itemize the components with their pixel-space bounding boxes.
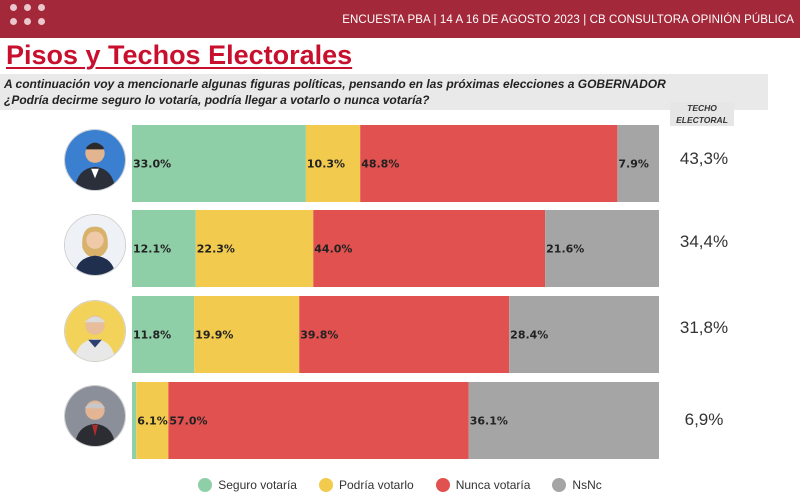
chart-legend: Seguro votaría Podría votarlo Nunca vota…: [0, 474, 800, 496]
legend-label: Podría votarlo: [338, 478, 414, 492]
question-line-1: A continuación voy a mencionarle algunas…: [4, 77, 666, 91]
bar-segment-nunca: [299, 296, 510, 373]
bar-segment-seguro: [132, 382, 137, 459]
techo-value: 34,4%: [679, 232, 729, 251]
legend-swatch-icon: [318, 478, 333, 492]
data-label: 33.0%: [133, 158, 171, 171]
data-label: 6.1%: [137, 415, 168, 428]
page-title: Pisos y Techos Electorales: [6, 40, 353, 70]
legend-label: Seguro votaría: [218, 478, 297, 492]
bar-segment-seguro: [132, 296, 195, 373]
data-label: 28.4%: [510, 329, 548, 342]
data-label: 22.3%: [197, 243, 235, 256]
techo-header-line-2: ELECTORAL: [676, 115, 728, 125]
survey-header-text: ENCUESTA PBA | 14 A 16 DE AGOSTO 2023 | …: [342, 14, 794, 26]
data-label: 44.0%: [314, 243, 352, 256]
person-photo-icon: [64, 300, 126, 362]
bar-segment-nunca: [168, 382, 469, 459]
data-label: 36.1%: [470, 415, 508, 428]
header-bar: ENCUESTA PBA | 14 A 16 DE AGOSTO 2023 | …: [0, 0, 800, 38]
techo-value: 43,3%: [679, 149, 729, 168]
bar-segment-podria: [194, 296, 300, 373]
legend-item-nsnc: NsNc: [552, 478, 602, 492]
bar-segment-seguro: [132, 210, 196, 287]
legend-label: NsNc: [572, 478, 602, 492]
data-label: 12.1%: [133, 243, 171, 256]
question-text: A continuación voy a mencionarle algunas…: [4, 76, 764, 108]
legend-item-podria: Podría votarlo: [318, 478, 414, 492]
bar-segment-nsnc: [545, 210, 659, 287]
legend-swatch-icon: [552, 478, 567, 492]
legend-item-seguro: Seguro votaría: [198, 478, 297, 492]
techo-electoral-header: TECHO ELECTORAL: [670, 102, 734, 126]
data-label: 57.0%: [169, 415, 207, 428]
techo-header-line-1: TECHO: [687, 103, 717, 113]
bar-segment-nsnc: [617, 125, 659, 202]
person-photo-icon: [64, 129, 126, 191]
data-label: 39.8%: [300, 329, 338, 342]
bar-segment-podria: [136, 382, 169, 459]
data-label: 48.8%: [361, 158, 399, 171]
bar-segment-nsnc: [468, 382, 659, 459]
legend-swatch-icon: [435, 478, 450, 492]
person-photo-icon: [64, 214, 126, 276]
bar-segment-nunca: [313, 210, 546, 287]
data-label: 21.6%: [546, 243, 584, 256]
legend-swatch-icon: [198, 478, 213, 492]
question-line-2: ¿Podría decirme seguro lo votaría, podrí…: [4, 93, 430, 107]
data-label: 10.3%: [307, 158, 345, 171]
menu-dots-icon: [10, 4, 56, 32]
data-label: 11.8%: [133, 329, 171, 342]
bar-segment-nsnc: [509, 296, 659, 373]
person-photo-icon: [64, 385, 126, 447]
question-box: A continuación voy a mencionarle algunas…: [0, 74, 768, 110]
legend-label: Nunca votaría: [455, 478, 531, 492]
bar-segment-podria: [305, 125, 361, 202]
bar-segment-podria: [195, 210, 314, 287]
bar-segment-seguro: [132, 125, 306, 202]
bar-segment-nunca: [360, 125, 618, 202]
data-label: 19.9%: [195, 329, 233, 342]
techo-value: 6,9%: [684, 410, 724, 429]
legend-item-nunca: Nunca votaría: [435, 478, 531, 492]
techo-value: 31,8%: [679, 318, 729, 337]
data-label: 7.9%: [618, 158, 649, 171]
